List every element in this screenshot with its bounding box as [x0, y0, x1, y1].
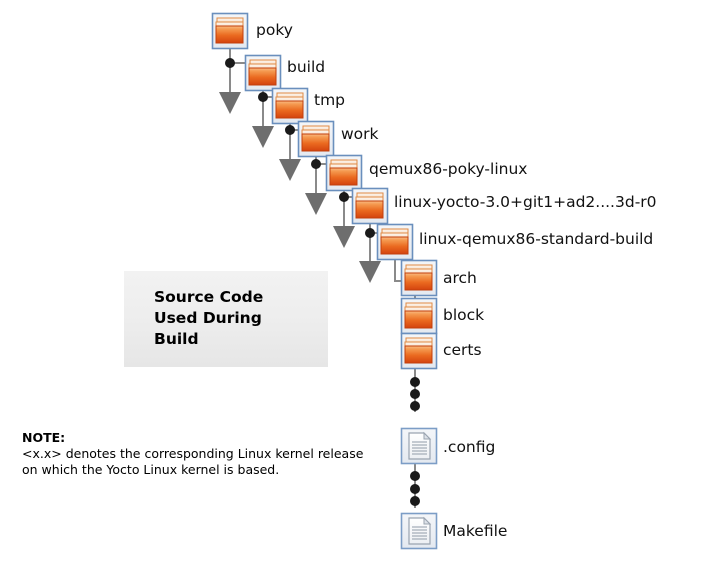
- document-icon: [400, 427, 438, 465]
- tree-label-poky: poky: [256, 21, 293, 39]
- note-title: NOTE:: [22, 430, 66, 445]
- folder-icon: [400, 332, 438, 370]
- folder-icon: [351, 187, 389, 225]
- document-icon: [400, 512, 438, 550]
- tree-label-tmp: tmp: [314, 91, 346, 109]
- tree-label-build: build: [287, 58, 326, 76]
- folder-icon: [211, 12, 249, 50]
- tree-label-makefile: Makefile: [443, 522, 508, 540]
- tree-label-linux-qemux86-standard-build: linux-qemux86-standard-build: [419, 230, 654, 248]
- tree-label-qemux86-poky-linux: qemux86-poky-linux: [369, 160, 528, 178]
- ellipsis-dots: [410, 377, 420, 506]
- folder-icon: [376, 223, 414, 261]
- tree-label-certs: certs: [443, 341, 482, 359]
- note-body: <x.x> denotes the corresponding Linux ke…: [22, 446, 364, 477]
- tree-label-arch: arch: [443, 269, 477, 287]
- source-code-callout: Source Code Used During Build: [124, 271, 328, 367]
- folder-icon: [325, 154, 363, 192]
- tree-label-config: .config: [443, 438, 496, 456]
- folder-icon: [400, 297, 438, 335]
- folder-icon: [297, 120, 335, 158]
- tree-label-block: block: [443, 306, 485, 324]
- note-block: NOTE: <x.x> denotes the corresponding Li…: [22, 430, 372, 478]
- callout-label: Source Code Used During Build: [154, 288, 264, 348]
- folder-icon: [244, 54, 282, 92]
- tree-label-work: work: [341, 125, 379, 143]
- folder-icon: [271, 87, 309, 125]
- junction-dots: [225, 58, 375, 238]
- tree-label-linux-yocto: linux-yocto-3.0+git1+ad2....3d-r0: [394, 193, 657, 211]
- folder-icon: [400, 259, 438, 297]
